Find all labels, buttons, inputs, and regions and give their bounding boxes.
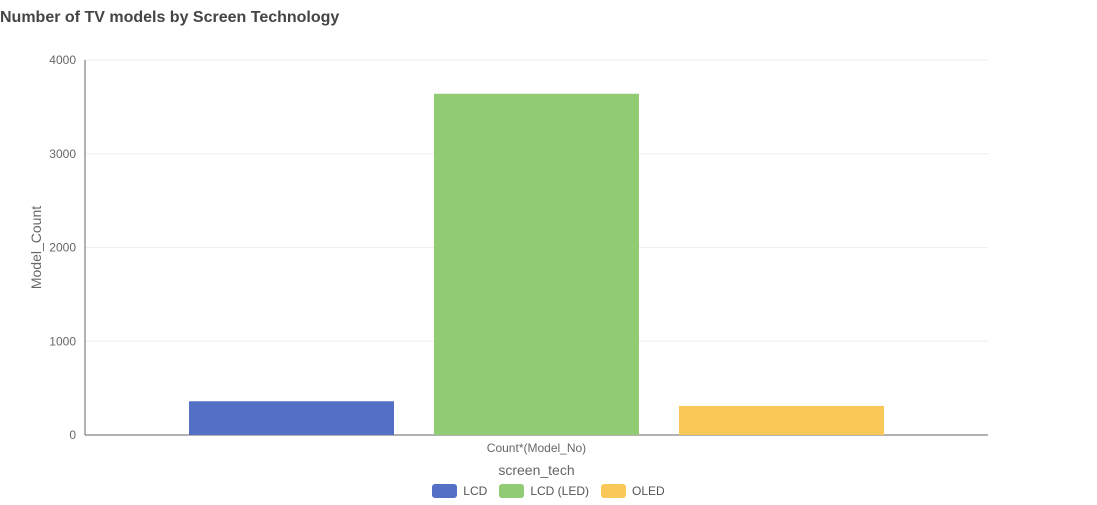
y-tick-label: 1000 [49,334,76,348]
chart-legend: LCD LCD (LED) OLED [0,484,1097,498]
bar [679,405,884,435]
x-axis-title: screen_tech [498,462,574,478]
legend-label: LCD [463,484,488,498]
legend-label: OLED [632,484,665,498]
legend-swatch [601,484,626,498]
legend-item[interactable]: LCD (LED) [499,484,589,498]
y-tick-label: 3000 [49,147,76,161]
legend-item[interactable]: LCD [432,484,487,498]
y-tick-label: 4000 [49,53,76,67]
y-tick-label: 0 [69,428,76,442]
legend-item[interactable]: OLED [601,484,665,498]
x-tick-label: Count*(Model_No) [487,441,586,455]
bar [434,93,639,435]
legend-label: LCD (LED) [530,484,589,498]
y-axis-title: Model_Count [28,206,44,289]
bar [189,401,394,435]
legend-swatch [432,484,458,498]
chart-title: Number of TV models by Screen Technology [0,9,340,26]
legend-swatch [499,484,525,498]
y-tick-label: 2000 [49,241,76,255]
